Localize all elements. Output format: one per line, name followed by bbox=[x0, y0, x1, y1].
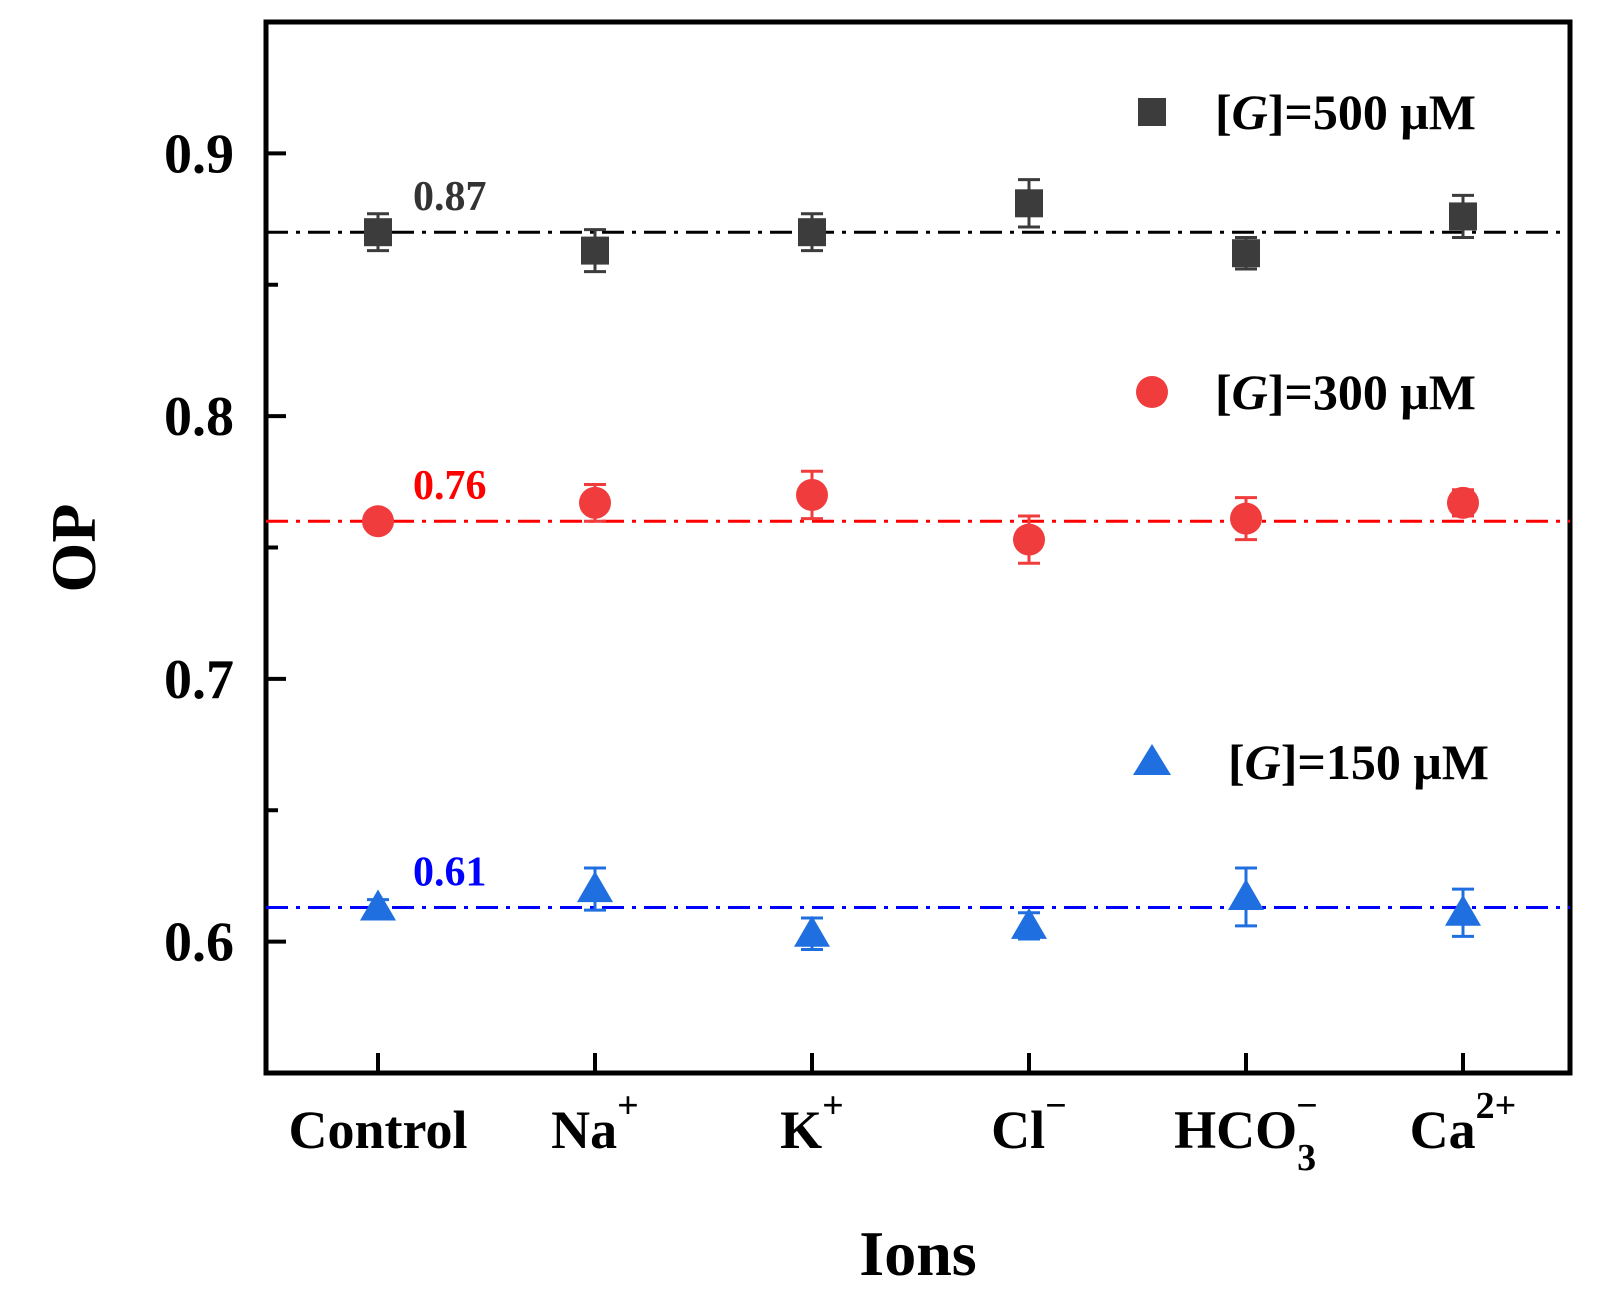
data-point bbox=[577, 866, 613, 912]
data-point bbox=[796, 469, 828, 521]
triangle-marker bbox=[794, 915, 830, 947]
triangle-marker bbox=[1445, 894, 1481, 926]
data-points bbox=[360, 178, 1481, 952]
data-point bbox=[1232, 235, 1260, 271]
data-point bbox=[1449, 193, 1477, 239]
circle-marker bbox=[579, 486, 611, 519]
square-marker bbox=[1232, 239, 1260, 268]
data-point bbox=[1445, 887, 1481, 938]
legend-item: [G]=500 μM bbox=[1138, 84, 1476, 140]
legend-label: [G]=500 μM bbox=[1215, 84, 1476, 140]
y-axis-title: OP bbox=[38, 504, 109, 593]
x-tick-label: Ca2+ bbox=[1410, 1085, 1517, 1160]
triangle-marker bbox=[577, 871, 613, 903]
triangle-marker bbox=[1011, 907, 1047, 939]
circle-marker bbox=[362, 505, 394, 538]
circle-marker bbox=[1013, 523, 1045, 556]
data-point bbox=[1015, 178, 1043, 229]
square-marker bbox=[798, 218, 826, 247]
circle-marker bbox=[1230, 502, 1262, 535]
legend-item: [G]=300 μM bbox=[1136, 364, 1476, 420]
x-axis-title: Ions bbox=[859, 1218, 976, 1289]
y-tick-label: 0.7 bbox=[164, 649, 234, 711]
legend-circle-marker bbox=[1136, 376, 1168, 408]
circle-marker bbox=[1447, 486, 1479, 519]
x-tick-label: Cl− bbox=[991, 1085, 1067, 1160]
square-marker bbox=[364, 218, 392, 247]
legend-triangle-marker bbox=[1133, 744, 1171, 775]
legend: [G]=500 μM [G]=300 μM [G]=150 μM bbox=[1133, 84, 1489, 790]
triangle-marker bbox=[1228, 878, 1264, 910]
data-point bbox=[798, 212, 826, 253]
data-point bbox=[1011, 907, 1047, 941]
legend-item: [G]=150 μM bbox=[1133, 734, 1489, 790]
square-marker bbox=[1015, 189, 1043, 218]
data-point bbox=[1013, 514, 1045, 565]
reference-label: 0.87 bbox=[413, 174, 487, 220]
y-tick-label: 0.9 bbox=[164, 123, 234, 185]
legend-square-marker bbox=[1138, 98, 1166, 126]
x-tick-label: K+ bbox=[780, 1085, 844, 1160]
circle-marker bbox=[796, 478, 828, 511]
x-tick-label: Na+ bbox=[551, 1085, 639, 1160]
y-axis: 0.6 0.7 0.8 0.9 bbox=[164, 123, 286, 974]
y-tick-label: 0.6 bbox=[164, 912, 234, 974]
x-tick-label: HCO3− bbox=[1174, 1085, 1318, 1179]
square-marker bbox=[581, 236, 609, 265]
square-marker bbox=[1449, 202, 1477, 231]
legend-label: [G]=150 μM bbox=[1228, 734, 1489, 790]
data-point bbox=[1230, 496, 1262, 542]
data-point bbox=[581, 228, 609, 274]
data-point bbox=[794, 915, 830, 952]
reference-label: 0.76 bbox=[413, 463, 487, 509]
data-point bbox=[579, 482, 611, 523]
data-point bbox=[1228, 866, 1264, 928]
y-tick-label: 0.8 bbox=[164, 386, 234, 448]
reference-label: 0.61 bbox=[413, 849, 487, 895]
x-tick-label: Control bbox=[288, 1100, 467, 1160]
legend-label: [G]=300 μM bbox=[1215, 364, 1476, 420]
data-point bbox=[1447, 486, 1479, 519]
data-point bbox=[362, 505, 394, 538]
reference-lines: 0.87 0.76 0.61 bbox=[266, 174, 1570, 909]
x-axis: Control Na+ K+ Cl− HCO3− Ca2+ bbox=[288, 1053, 1516, 1179]
data-point bbox=[360, 889, 396, 921]
triangle-marker bbox=[360, 889, 396, 921]
data-point bbox=[364, 212, 392, 253]
